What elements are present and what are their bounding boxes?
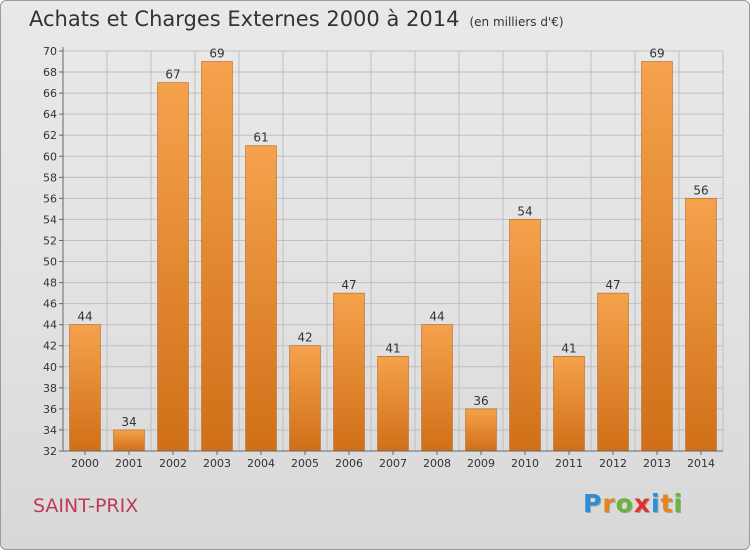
y-tick-label: 36 bbox=[43, 403, 57, 416]
x-tick-label: 2011 bbox=[555, 457, 583, 470]
x-tick-label: 2006 bbox=[335, 457, 363, 470]
title-unit: (en milliers d'€) bbox=[469, 15, 564, 29]
x-tick-label: 2000 bbox=[71, 457, 99, 470]
y-tick-label: 64 bbox=[43, 108, 57, 121]
bar-value-label: 47 bbox=[605, 278, 620, 292]
proxiti-logo: Proxiti bbox=[583, 489, 683, 518]
bar-value-label: 41 bbox=[561, 341, 576, 355]
x-tick-label: 2003 bbox=[203, 457, 231, 470]
x-tick-label: 2013 bbox=[643, 457, 671, 470]
y-tick-label: 58 bbox=[43, 171, 57, 184]
bar-value-label: 42 bbox=[297, 331, 312, 345]
y-tick-label: 62 bbox=[43, 129, 57, 142]
y-tick-label: 42 bbox=[43, 340, 57, 353]
x-tick-label: 2010 bbox=[511, 457, 539, 470]
bar bbox=[157, 82, 189, 452]
y-tick-label: 50 bbox=[43, 256, 57, 269]
commune-name: SAINT-PRIX bbox=[33, 495, 139, 517]
bar bbox=[465, 408, 497, 452]
chart-title: Achats et Charges Externes 2000 à 2014 (e… bbox=[29, 7, 564, 31]
x-tick-label: 2014 bbox=[687, 457, 715, 470]
logo-letter: i bbox=[651, 489, 661, 518]
logo-letter: t bbox=[660, 489, 674, 518]
bar-value-label: 69 bbox=[649, 47, 664, 61]
bar bbox=[245, 145, 277, 452]
bar bbox=[333, 292, 365, 452]
bar-value-label: 44 bbox=[77, 310, 92, 324]
bars-layer: 44 34 67 69 61 42 47 41 44 36 54 41 47 69 56 bbox=[69, 47, 717, 452]
x-tick-label: 2005 bbox=[291, 457, 319, 470]
title-main: Achats et Charges Externes 2000 à 2014 bbox=[29, 7, 460, 31]
bar-value-label: 41 bbox=[385, 341, 400, 355]
bar bbox=[377, 355, 409, 452]
y-tick-label: 70 bbox=[43, 45, 57, 58]
y-tick-label: 52 bbox=[43, 234, 57, 247]
bar-value-label: 56 bbox=[693, 183, 708, 197]
x-tick-label: 2004 bbox=[247, 457, 275, 470]
logo-letter: P bbox=[583, 489, 603, 518]
bar-value-label: 61 bbox=[253, 131, 268, 145]
y-tick-label: 38 bbox=[43, 382, 57, 395]
y-tick-label: 68 bbox=[43, 66, 57, 79]
y-tick-label: 60 bbox=[43, 150, 57, 163]
bar bbox=[289, 345, 321, 452]
y-tick-label: 32 bbox=[43, 445, 57, 458]
y-tick-label: 66 bbox=[43, 87, 57, 100]
bar-value-label: 54 bbox=[517, 204, 532, 218]
bar bbox=[421, 324, 453, 452]
bar bbox=[509, 219, 541, 452]
y-tick-label: 56 bbox=[43, 192, 57, 205]
bar-value-label: 44 bbox=[429, 310, 444, 324]
x-tick-label: 2008 bbox=[423, 457, 451, 470]
y-tick-label: 44 bbox=[43, 319, 57, 332]
bar bbox=[685, 198, 717, 452]
bar bbox=[113, 429, 145, 452]
bar-value-label: 69 bbox=[209, 47, 224, 61]
y-tick-label: 54 bbox=[43, 213, 57, 226]
logo-letter: x bbox=[633, 489, 651, 518]
x-tick-label: 2002 bbox=[159, 457, 187, 470]
y-tick-label: 46 bbox=[43, 298, 57, 311]
axes-layer: 32 34 36 38 40 42 44 46 48 50 52 54 56 58 60 62 64 66 68 70… bbox=[43, 45, 723, 470]
bar bbox=[553, 355, 585, 452]
y-tick-label: 40 bbox=[43, 361, 57, 374]
logo-letter: i bbox=[673, 489, 684, 518]
bar-value-label: 67 bbox=[165, 68, 180, 82]
logo-letter: r bbox=[602, 489, 616, 518]
bar-value-label: 34 bbox=[121, 415, 136, 429]
bar-value-label: 36 bbox=[473, 394, 488, 408]
bar bbox=[69, 324, 101, 452]
x-tick-label: 2012 bbox=[599, 457, 627, 470]
y-tick-label: 48 bbox=[43, 277, 57, 290]
bar bbox=[201, 61, 233, 452]
y-tick-label: 34 bbox=[43, 424, 57, 437]
bar bbox=[597, 292, 629, 452]
x-tick-label: 2009 bbox=[467, 457, 495, 470]
x-tick-label: 2007 bbox=[379, 457, 407, 470]
x-tick-label: 2001 bbox=[115, 457, 143, 470]
bar-value-label: 47 bbox=[341, 278, 356, 292]
logo-letter: o bbox=[615, 489, 634, 518]
bar bbox=[641, 61, 673, 452]
